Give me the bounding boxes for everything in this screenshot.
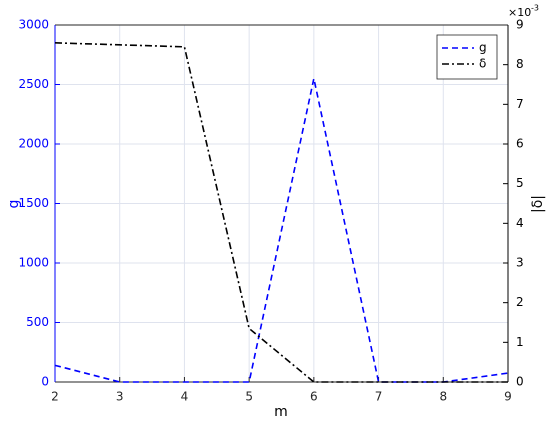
x-tick-label: 8 (439, 390, 447, 404)
y2-tick-label: 8 (516, 57, 524, 71)
y2-tick-label: 3 (516, 256, 524, 270)
y2-tick-label: 6 (516, 137, 524, 151)
y-tick-label: 2500 (18, 77, 49, 91)
y2-tick-label: 2 (516, 295, 524, 309)
y2-tick-label: 9 (516, 18, 524, 32)
y-axis-label: g (6, 200, 22, 209)
x-tick-label: 3 (116, 390, 124, 404)
y2-tick-label: 1 (516, 335, 524, 349)
series-line (54, 42, 508, 383)
x-tick-label: 4 (181, 390, 189, 404)
y2-axis-label: |δ| (530, 195, 546, 213)
y2-tick-label: 0 (516, 375, 524, 389)
legend-label: g (479, 41, 487, 55)
y-tick-label: 1500 (18, 196, 49, 210)
x-tick-label: 2 (51, 390, 59, 404)
y2-exponent-base: ×10 (508, 6, 531, 19)
x-axis-label: m (274, 404, 288, 420)
y-tick-label: 500 (26, 315, 49, 329)
y2-tick-label: 7 (516, 97, 524, 111)
y-tick-label: 2000 (18, 137, 49, 151)
y-tick-label: 1000 (18, 256, 49, 270)
x-tick-label: 7 (375, 390, 383, 404)
y-tick-label: 3000 (18, 18, 49, 32)
y2-tick-label: 4 (516, 216, 524, 230)
y-tick-label: 0 (41, 375, 49, 389)
x-tick-label: 9 (504, 390, 512, 404)
legend-box (436, 34, 498, 80)
y2-tick-label: 5 (516, 176, 524, 190)
legend-label: δ (479, 57, 486, 71)
x-tick-label: 5 (245, 390, 253, 404)
y2-exponent: -3 (531, 4, 539, 13)
x-tick-label: 6 (310, 390, 318, 404)
